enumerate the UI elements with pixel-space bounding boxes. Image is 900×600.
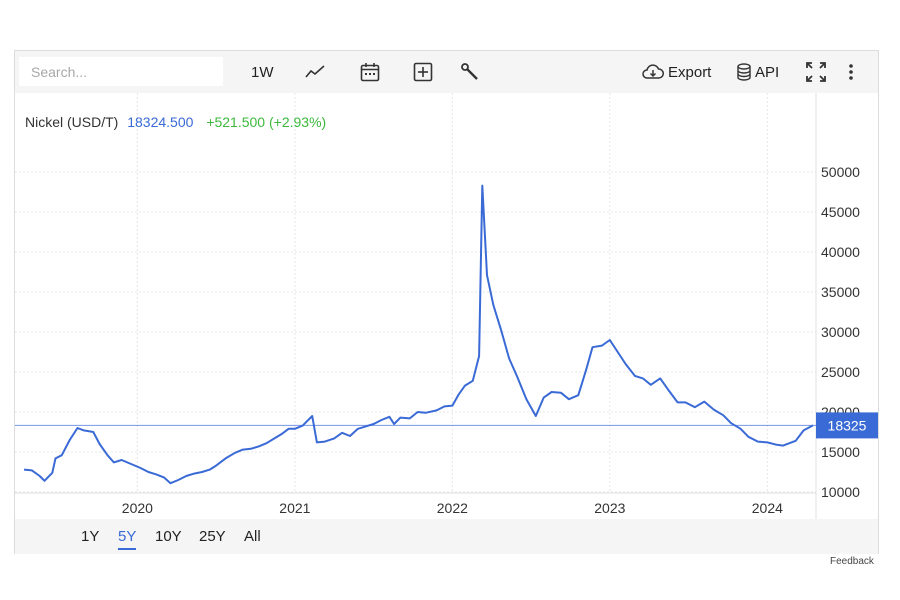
grid-lines [15, 93, 817, 519]
x-tick-label: 2023 [594, 500, 625, 516]
range-button-10y[interactable]: 10Y [155, 528, 182, 545]
x-tick-label: 2020 [122, 500, 153, 516]
last-price-tag: 18325 [816, 412, 878, 439]
price-chart: 1000015000200002500030000350004000045000… [15, 93, 878, 565]
export-label: Export [668, 63, 712, 81]
y-tick-label: 10000 [821, 484, 860, 500]
last-price-tag-bg [816, 412, 878, 439]
api-button[interactable]: API [736, 51, 779, 93]
legend-price: 18324.500 [127, 114, 193, 130]
fullscreen-icon[interactable] [806, 51, 826, 93]
last-price-tag-label: 18325 [828, 417, 867, 433]
y-tick-label: 45000 [821, 204, 860, 220]
y-tick-label: 50000 [821, 164, 860, 180]
range-button-all[interactable]: All [244, 528, 261, 545]
calendar-icon[interactable] [360, 51, 380, 93]
chart-widget: 1W Export API 10000 [14, 50, 879, 565]
x-tick-label: 2022 [437, 500, 468, 516]
y-axis: 1000015000200002500030000350004000045000… [821, 164, 860, 500]
search-input[interactable] [19, 57, 223, 86]
wrench-icon[interactable] [460, 51, 480, 93]
y-tick-label: 15000 [821, 444, 860, 460]
export-button[interactable]: Export [642, 51, 711, 93]
y-tick-label: 30000 [821, 324, 860, 340]
range-button-1y[interactable]: 1Y [81, 528, 100, 545]
y-tick-label: 40000 [821, 244, 860, 260]
legend: Nickel (USD/T) 18324.500 +521.500 (+2.93… [25, 114, 326, 130]
legend-change: +521.500 (+2.93%) [206, 114, 326, 130]
chart-toolbar: 1W Export API [15, 51, 878, 93]
range-button-5y[interactable]: 5Y [118, 528, 137, 550]
chart-type-icon[interactable] [305, 51, 325, 93]
range-button-25y[interactable]: 25Y [199, 528, 226, 545]
feedback-link[interactable]: Feedback [830, 556, 874, 567]
chart-area: 10000 15000 20000 25000 30000 35000 40000 45000… [15, 93, 878, 565]
interval-button[interactable]: 1W [251, 63, 274, 81]
y-tick-label: 25000 [821, 364, 860, 380]
y-tick-label: 35000 [821, 284, 860, 300]
x-tick-label: 2024 [752, 500, 783, 516]
series-line-nickel [23, 184, 814, 485]
x-tick-label: 2021 [279, 500, 310, 516]
legend-name: Nickel (USD/T) [25, 114, 118, 130]
api-label: API [755, 63, 780, 81]
add-indicator-icon[interactable] [413, 51, 433, 93]
x-axis: 2020 2021 2022 2023 2024 [122, 500, 783, 516]
range-selector: 1Y 5Y 10Y 25Y All [15, 519, 878, 554]
more-options-icon[interactable] [848, 51, 854, 93]
